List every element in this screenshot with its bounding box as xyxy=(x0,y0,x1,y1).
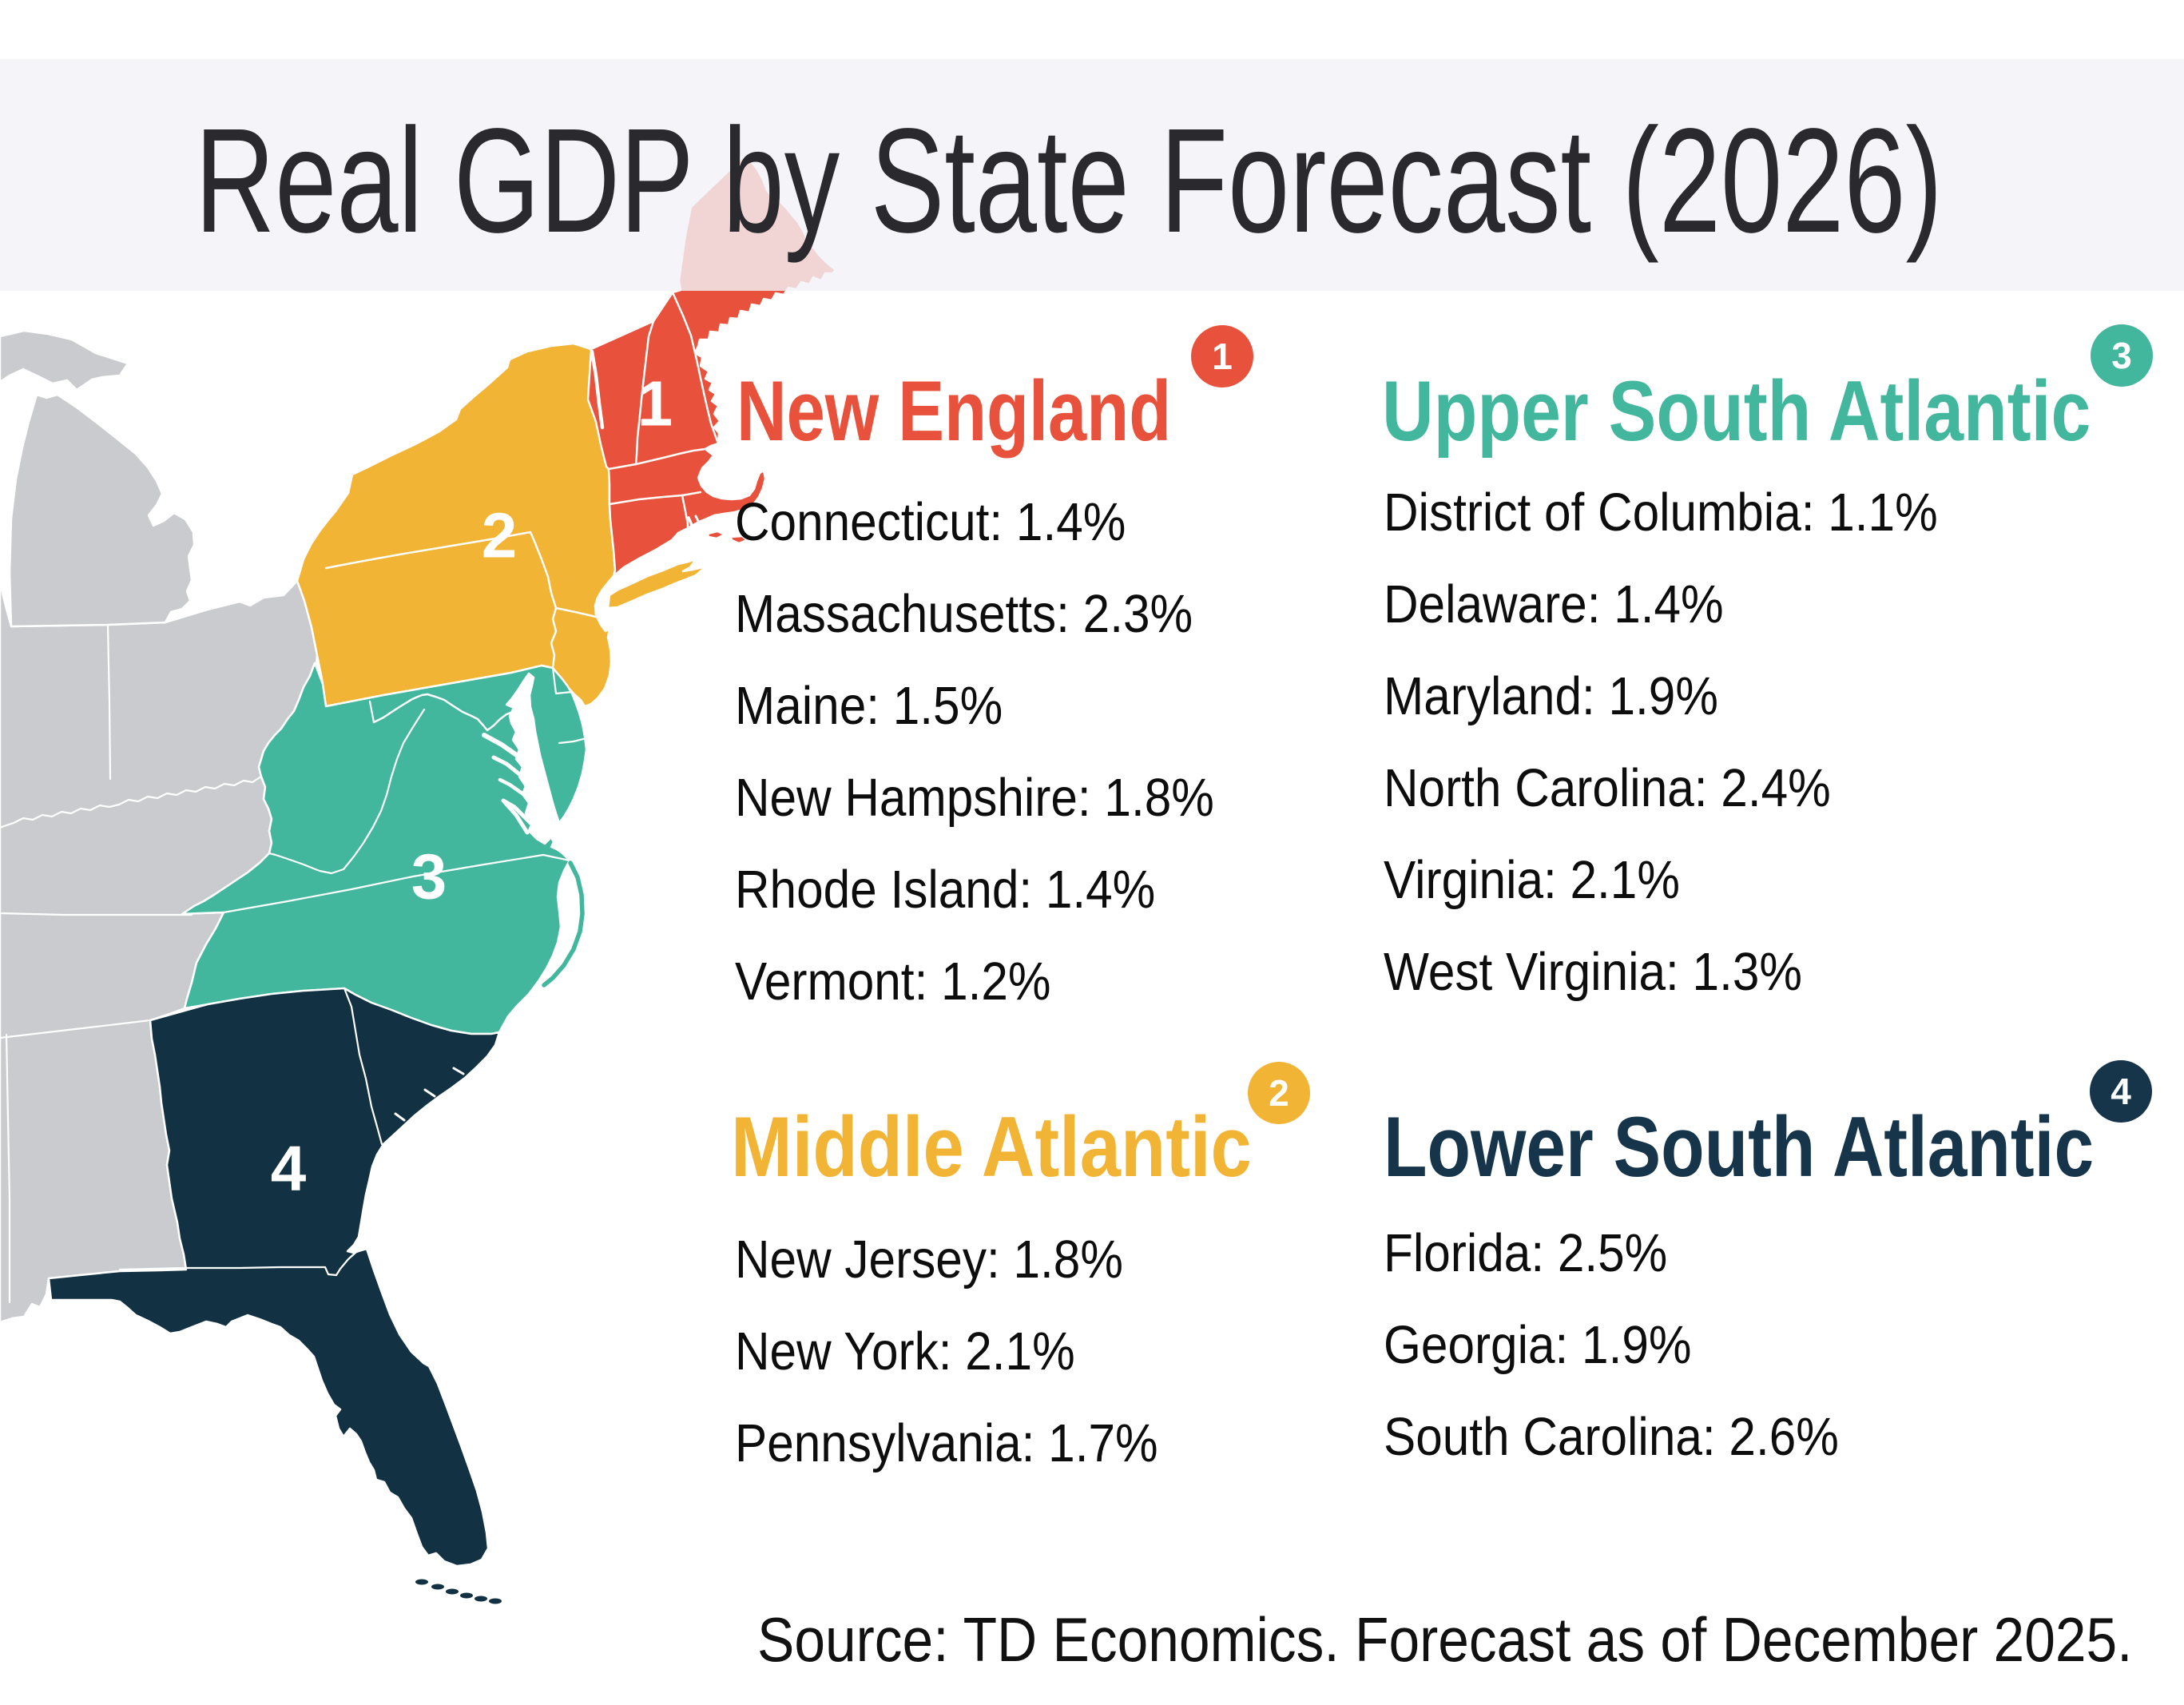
svg-text:1: 1 xyxy=(637,368,673,439)
svg-text:3: 3 xyxy=(411,841,447,912)
svg-text:2: 2 xyxy=(482,500,518,571)
svg-text:4: 4 xyxy=(271,1133,307,1204)
